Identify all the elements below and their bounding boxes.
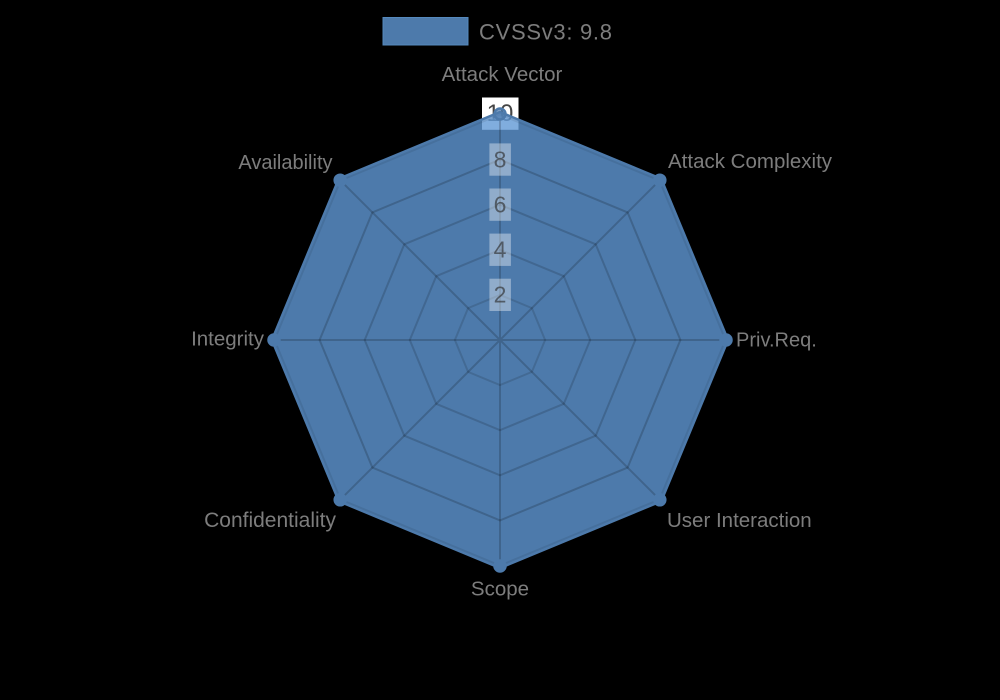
svg-text:User Interaction: User Interaction	[667, 509, 812, 532]
svg-text:Priv.Req.: Priv.Req.	[736, 330, 817, 352]
svg-text:4: 4	[494, 237, 507, 263]
svg-text:2: 2	[494, 282, 507, 308]
svg-text:Attack Complexity: Attack Complexity	[668, 150, 833, 173]
svg-text:6: 6	[494, 191, 507, 217]
svg-text:8: 8	[494, 146, 507, 172]
svg-text:Confidentiality: Confidentiality	[204, 509, 336, 532]
svg-text:Scope: Scope	[471, 578, 529, 601]
svg-text:CVSSv3: 9.8: CVSSv3: 9.8	[479, 20, 613, 45]
svg-text:Integrity: Integrity	[191, 328, 265, 351]
svg-text:Attack Vector: Attack Vector	[442, 63, 563, 86]
svg-text:Availability: Availability	[238, 152, 332, 174]
